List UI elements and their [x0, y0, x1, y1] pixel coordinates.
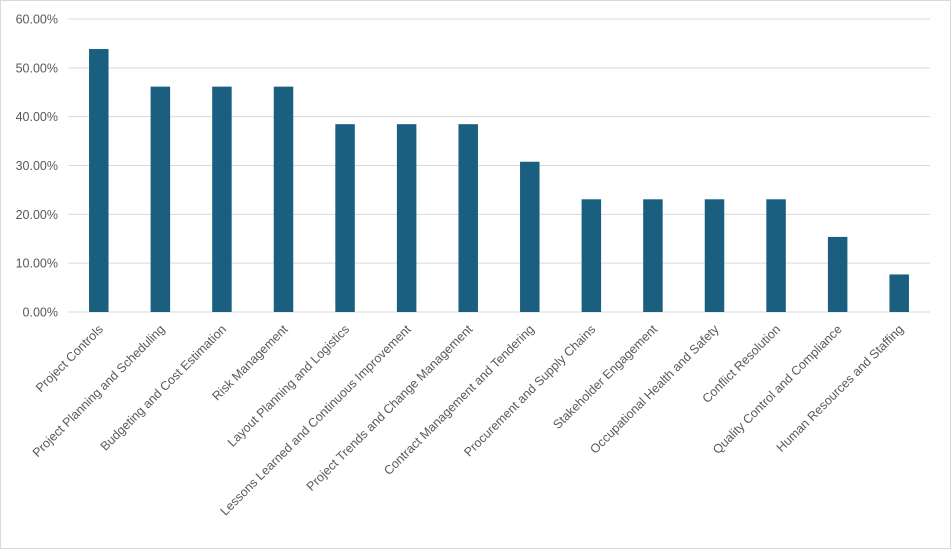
- bar: [458, 124, 478, 312]
- y-axis-ticks: 0.00% 10.00% 20.00% 30.00% 40.00% 50.00% 60.00…: [16, 13, 58, 320]
- bar: [396, 124, 417, 312]
- x-category-label: Project Planning and Scheduling: [30, 322, 168, 460]
- y-tick-label: 10.00%: [16, 257, 58, 271]
- x-category-label: Stakeholder Engagement: [550, 322, 660, 432]
- y-tick-label: 0.00%: [23, 306, 58, 320]
- x-category-label: Quality Control and Compliance: [710, 322, 845, 457]
- x-category-label: Human Resources and Staffing: [774, 322, 907, 455]
- bar: [827, 236, 848, 312]
- bar: [520, 161, 540, 312]
- bar: [766, 199, 786, 312]
- bar: [889, 274, 909, 312]
- x-category-label: Budgeting and Cost Estimation: [98, 322, 229, 453]
- bar: [273, 86, 294, 313]
- x-category-label: Occupational Health and Safety: [587, 322, 722, 457]
- bar: [581, 199, 602, 312]
- y-tick-label: 50.00%: [16, 61, 58, 75]
- bar: [704, 199, 725, 312]
- x-category-label: Procurement and Supply Chains: [461, 322, 598, 459]
- x-category-label: Layout Planning and Logistics: [225, 322, 352, 449]
- gridlines: [68, 18, 930, 313]
- bar: [335, 124, 355, 312]
- y-tick-label: 20.00%: [16, 208, 58, 222]
- bar: [89, 49, 109, 312]
- bars: [89, 49, 909, 313]
- bar: [212, 86, 232, 313]
- y-tick-label: 60.00%: [16, 13, 58, 27]
- y-tick-label: 40.00%: [16, 110, 58, 124]
- bar: [150, 86, 171, 313]
- y-tick-label: 30.00%: [16, 159, 58, 173]
- bar: [643, 199, 663, 312]
